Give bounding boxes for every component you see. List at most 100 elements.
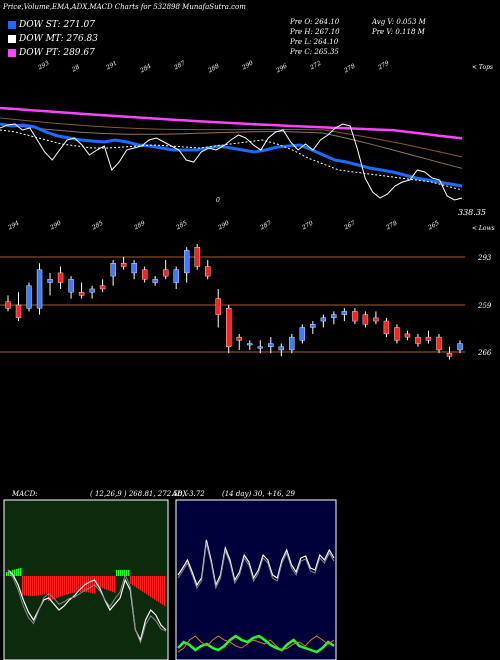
lows-tag: < Lows [472,225,495,232]
macd-histogram-bar [114,576,116,593]
candle-body [299,327,306,341]
adx-frame [175,499,337,660]
macd-histogram-bar [62,576,64,596]
macd-histogram-bar [74,576,76,593]
candle-body [310,324,316,328]
ema-panel [0,106,463,201]
macd-histogram-bar [6,572,8,576]
macd-signal-line [7,569,167,645]
macd-histogram-bar [82,576,84,593]
macd-histogram-bar [38,576,40,596]
adx-params: (14 day) 30, +16, 29 [222,490,295,498]
candle-body [78,291,85,296]
legend-mt-label: DOW MT: 276.83 [19,34,98,44]
legend-mt: DOW MT: 276.83 [8,34,98,44]
candle-body [278,346,285,351]
macd-histogram-bar [68,576,70,594]
adx-background [176,500,336,660]
candle-body [120,263,127,267]
macd-frame [3,499,169,660]
ema-brown-line [0,117,463,158]
candle-body [341,311,348,315]
legend-mt-swatch [8,34,16,43]
ohlc-low: Pre L: 264.10 [290,38,339,46]
candle-body [183,250,190,274]
price-panel: 293 259 266 [0,244,492,360]
macd-histogram-bar [20,567,22,576]
macd-histogram-bar [30,576,32,596]
adx-minus-di-line [177,634,335,654]
legend-pt-swatch [8,48,16,57]
ema-mid-label: 0 [216,197,220,204]
macd-histogram-bar [144,576,146,594]
macd-histogram-bar [142,576,144,592]
macd-histogram-bar [48,576,50,601]
macd-histogram-bar [126,570,128,576]
macd-histogram-bar [138,576,140,590]
pre-volume: Pre V: 0.118 M [372,28,425,36]
macd-histogram-bar [78,576,80,593]
adx-plus-di-line [177,635,335,653]
macd-histogram-bar [14,569,16,576]
candle-body [394,327,400,341]
price-level-label: 259 [477,302,492,310]
candle-body [141,269,148,280]
macd-histogram-bar [28,576,30,596]
macd-histogram-bar [18,568,20,576]
macd-histogram-bar [44,576,46,595]
candle-body [205,266,211,277]
ema-mt-dotted-line [0,129,463,191]
candle-body [15,304,22,319]
macd-histogram-bar [88,576,90,593]
macd-histogram-bar [50,576,52,601]
legend-pt: DOW PT: 289.67 [8,48,95,58]
macd-histogram-bar [8,571,10,576]
candle-body [373,317,379,322]
ohlc-close: Pre C: 265.35 [290,48,339,56]
candle-body [362,314,369,325]
macd-histogram-bar [150,576,152,597]
macd-histogram-bar [42,576,44,595]
macd-histogram-bar [46,576,48,594]
candle-body [268,343,274,347]
macd-histogram-bar [118,570,120,576]
legend-st-label: DOW ST: 271.07 [19,20,95,30]
macd-histogram-bar [154,576,156,600]
candle-body [68,279,74,293]
ema-st-line [0,122,463,188]
macd-histogram-bar [160,576,162,604]
macd-histogram-bar [22,576,24,596]
candle-body [99,285,106,290]
macd-histogram-bar [152,576,154,599]
macd-histogram-bar [136,576,138,588]
macd-histogram-bar [12,570,14,576]
macd-line [7,569,167,642]
macd-histogram-bar [146,576,148,595]
candle-body [131,263,137,274]
macd-histogram-bar [24,576,26,596]
macd-histogram-bar [108,576,110,591]
macd-histogram-bar [164,576,166,607]
candle-body [36,269,43,309]
candle-body [247,343,253,346]
macd-histogram-bar [84,576,86,593]
adx-panel [175,499,337,660]
candle-body [425,336,432,341]
candle-body [352,311,358,322]
candle-body [89,288,95,293]
legend-st-swatch [8,20,16,29]
macd-histogram-bar [80,576,82,593]
candle-body [47,279,53,283]
candle-body [236,336,242,341]
macd-histogram-bar [92,576,94,594]
ema-price-line [0,123,463,201]
macd-histogram-bar [32,576,34,596]
macd-histogram-bar [58,576,60,598]
macd-histogram-bar [124,570,126,576]
candle-body [162,269,169,277]
macd-histogram-bar [130,576,132,584]
avg-volume: Avg V: 0.053 M [372,18,426,26]
macd-histogram-bar [34,576,36,596]
price-level-label: 266 [477,349,492,357]
candle-body [173,269,179,283]
